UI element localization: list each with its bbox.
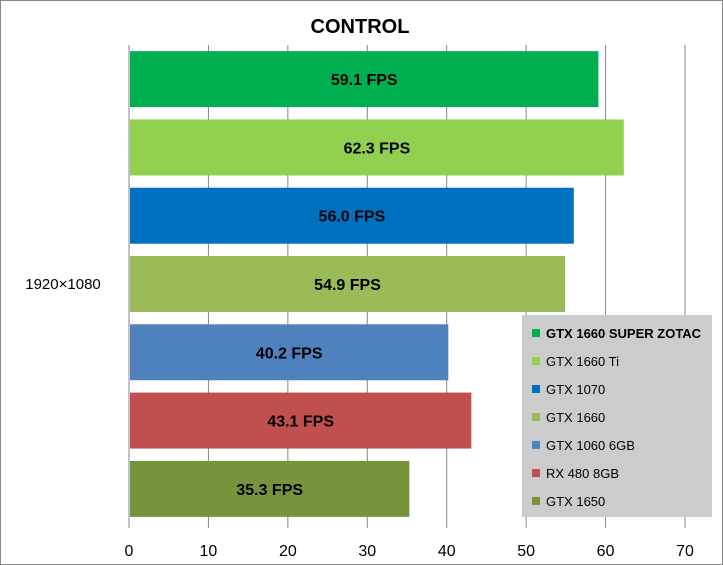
legend-item: GTX 1060 6GB	[532, 435, 635, 455]
legend-item: GTX 1650	[532, 491, 605, 511]
x-tick-label: 40	[438, 543, 456, 560]
legend-item: RX 480 8GB	[532, 463, 619, 483]
legend-swatch	[532, 329, 540, 337]
bar-1	[130, 51, 599, 108]
x-tick-label: 70	[676, 543, 694, 560]
legend-label: GTX 1660	[546, 409, 606, 425]
bar-value-label: 62.3 FPS	[344, 140, 411, 157]
x-tick-label: 60	[597, 543, 615, 560]
legend-swatch	[532, 385, 540, 393]
legend-item: GTX 1070	[532, 379, 605, 399]
category-label: 1920×1080	[25, 276, 101, 293]
legend-swatch	[532, 413, 540, 421]
x-tick-label: 30	[358, 543, 376, 560]
legend-label: GTX 1660 Ti	[546, 353, 619, 369]
legend-item: GTX 1660 SUPER ZOTAC	[532, 323, 701, 343]
legend: GTX 1660 SUPER ZOTAC GTX 1660 Ti GTX 1070 G…	[522, 315, 712, 517]
legend-label: GTX 1070	[546, 381, 606, 397]
bar-6	[130, 392, 472, 449]
chart-title: CONTROL	[311, 16, 410, 38]
legend-swatch	[532, 357, 540, 365]
bar-value-label: 35.3 FPS	[236, 482, 303, 499]
legend-item: GTX 1660 Ti	[532, 351, 619, 371]
x-tick-label: 10	[200, 543, 218, 560]
bar-7	[130, 460, 410, 517]
legend-swatch	[532, 497, 540, 505]
bar-value-label: 54.9 FPS	[314, 277, 381, 294]
bar-value-label: 59.1 FPS	[331, 72, 398, 89]
legend-label: GTX 1650	[546, 493, 606, 509]
bar-5	[130, 324, 449, 381]
bar-value-label: 40.2 FPS	[256, 345, 323, 362]
bar-value-label: 43.1 FPS	[267, 414, 334, 431]
x-tick-label: 0	[125, 543, 134, 560]
bar-4	[130, 256, 566, 312]
legend-label: GTX 1660 SUPER ZOTAC	[546, 325, 702, 341]
legend-label: GTX 1060 6GB	[546, 437, 635, 453]
x-tick-label: 20	[279, 543, 297, 560]
legend-swatch	[532, 469, 540, 477]
legend-item: GTX 1660	[532, 407, 605, 427]
legend-label: RX 480 8GB	[546, 465, 619, 481]
bar-value-label: 56.0 FPS	[319, 209, 386, 226]
bar-2	[130, 119, 624, 176]
bar-3	[130, 187, 574, 244]
x-tick-label: 50	[517, 543, 535, 560]
legend-swatch	[532, 441, 540, 449]
